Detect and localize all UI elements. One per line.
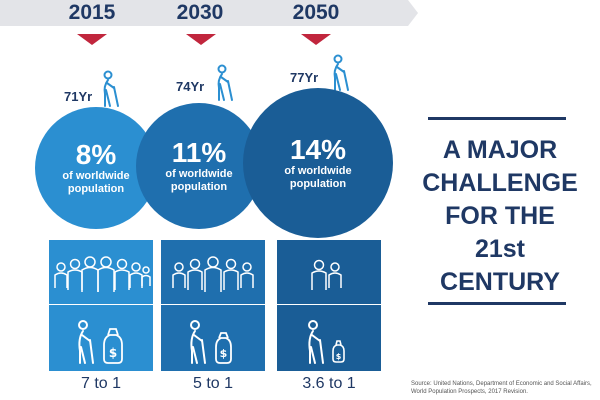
life-expectancy-2050: 77Yr <box>290 70 319 85</box>
headline: A MAJOR CHALLENGE FOR THE 21st CENTURY <box>420 134 580 299</box>
year-2050: 2050 <box>292 1 340 24</box>
year-2030: 2030 <box>176 1 224 24</box>
headline-line-1: A MAJOR <box>442 136 558 164</box>
share-label-2015: of worldwide population <box>62 170 130 195</box>
year-marker-2015 <box>77 34 107 45</box>
timeline-bar <box>0 0 408 26</box>
money-bag-icon: $ <box>161 305 265 371</box>
person-with-cane-icon <box>217 64 233 101</box>
share-label-2030: of worldwide population <box>165 168 233 193</box>
headline-line-2: CHALLENGE <box>422 169 578 197</box>
share-value-2050: 14% <box>289 134 347 165</box>
share-value-2015: 8% <box>75 139 117 170</box>
share-label-2050: of worldwide population <box>284 165 352 190</box>
headline-line-3: FOR THE 21st <box>445 202 555 263</box>
person-with-cane-icon <box>333 54 349 91</box>
support-ratio-2030: 5 to 1 <box>192 375 234 392</box>
share-value-2030: 11% <box>171 137 227 168</box>
svg-text:$: $ <box>336 352 342 361</box>
svg-text:$: $ <box>109 346 117 360</box>
timeline-arrow-icon <box>408 0 418 26</box>
support-ratio-2050: 3.6 to 1 <box>302 375 356 392</box>
share-circle-2030: 11% of worldwide population <box>136 103 262 229</box>
people-group-icon <box>49 240 153 304</box>
support-ratio-2015: 7 to 1 <box>80 375 122 392</box>
year-2015: 2015 <box>68 1 116 24</box>
money-bag-icon: $ <box>277 305 381 371</box>
life-expectancy-2015: 71Yr <box>64 89 93 104</box>
people-group-icon <box>161 240 265 304</box>
money-bag-icon: $ <box>49 305 153 371</box>
person-with-cane-icon <box>103 70 119 107</box>
headline-line-4: CENTURY <box>440 268 560 296</box>
headline-rule-bottom <box>428 302 566 305</box>
share-circle-2050: 14% of worldwide population <box>243 88 393 238</box>
year-marker-2030 <box>186 34 216 45</box>
people-group-icon <box>277 240 381 304</box>
year-marker-2050 <box>301 34 331 45</box>
life-expectancy-2030: 74Yr <box>176 79 205 94</box>
source-note: Source: United Nations, Department of Ec… <box>411 381 592 395</box>
headline-rule-top <box>428 117 566 120</box>
svg-text:$: $ <box>220 347 228 360</box>
